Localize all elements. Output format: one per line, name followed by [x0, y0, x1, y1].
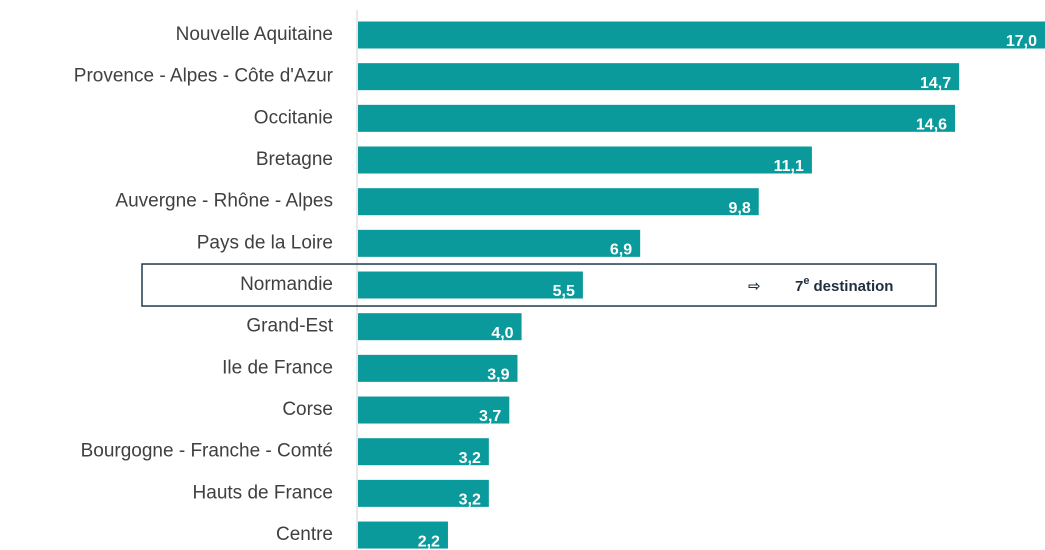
category-label: Centre	[276, 524, 333, 545]
value-label: 2,2	[418, 533, 440, 550]
category-label: Bretagne	[256, 149, 333, 170]
value-label: 3,7	[479, 408, 501, 425]
bar	[358, 271, 583, 299]
highlight-box	[141, 263, 937, 307]
bar	[358, 354, 518, 382]
annotation-text: destination	[813, 278, 893, 295]
bar	[358, 21, 1045, 49]
value-label: 3,2	[459, 492, 481, 509]
category-label: Grand-Est	[246, 316, 333, 337]
category-label: Hauts de France	[193, 482, 333, 503]
category-label: Bourgogne - Franche - Comté	[81, 441, 333, 462]
bar	[358, 229, 641, 257]
annotation-arrow: ⇨	[748, 278, 761, 295]
value-label: 6,9	[610, 242, 632, 259]
category-label: Nouvelle Aquitaine	[176, 24, 333, 45]
bar	[358, 438, 489, 466]
category-label: Auvergne - Rhône - Alpes	[115, 191, 333, 212]
bar	[358, 396, 510, 424]
bar	[358, 104, 956, 132]
value-label: 3,2	[459, 450, 481, 467]
bar	[358, 313, 522, 341]
value-label: 11,1	[774, 158, 804, 175]
bar	[358, 146, 812, 174]
value-label: 9,8	[729, 200, 751, 217]
category-label: Ile de France	[222, 357, 333, 378]
category-label: Pays de la Loire	[197, 232, 333, 253]
bar	[358, 521, 448, 549]
category-label: Normandie	[240, 274, 333, 295]
value-label: 14,7	[920, 75, 951, 92]
value-label: 5,5	[553, 283, 575, 300]
bar	[358, 479, 489, 507]
value-label: 3,9	[487, 367, 509, 384]
bar	[358, 63, 960, 91]
bar	[358, 188, 759, 216]
annotation-rank: 7	[795, 278, 803, 295]
category-label: Occitanie	[254, 107, 333, 128]
annotation: 7e destination	[795, 275, 893, 295]
category-label: Corse	[282, 399, 333, 420]
value-label: 4,0	[491, 325, 513, 342]
value-label: 14,6	[916, 117, 947, 134]
annotation-suffix: e	[803, 275, 809, 287]
value-label: 17,0	[1006, 33, 1037, 50]
category-label: Provence - Alpes - Côte d'Azur	[74, 66, 334, 87]
